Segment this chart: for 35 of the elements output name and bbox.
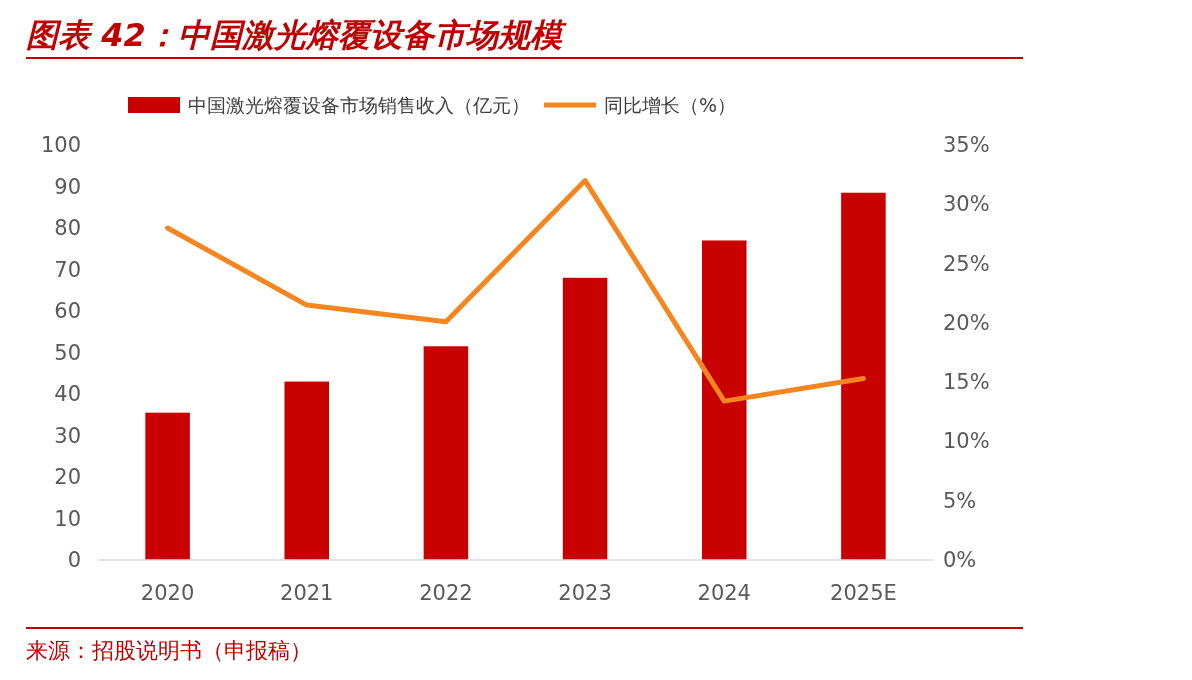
bar xyxy=(284,381,330,560)
y-tick-label: 10 xyxy=(54,506,81,531)
y2-tick-label: 0% xyxy=(943,548,977,572)
y-tick-label: 80 xyxy=(54,216,81,240)
y2-tick-label: 15% xyxy=(943,370,990,395)
y2-tick-label: 20% xyxy=(943,310,990,335)
bar xyxy=(701,240,747,560)
bar xyxy=(145,412,190,560)
legend-label: 同比增长（%） xyxy=(604,94,737,116)
legend-label: 中国激光熔覆设备市场销售收入（亿元） xyxy=(188,94,530,116)
bar xyxy=(841,192,886,560)
x-tick-label: 2022 xyxy=(419,581,473,605)
y-tick-label: 0 xyxy=(67,548,81,572)
bar xyxy=(562,277,608,560)
y2-tick-label: 30% xyxy=(943,192,990,217)
y-tick-label: 30 xyxy=(54,423,81,448)
y-tick-label: 40 xyxy=(54,382,81,406)
x-tick-label: 2024 xyxy=(697,581,751,605)
chart-title: 图表 42：中国激光熔覆设备市场规模 xyxy=(26,16,567,54)
x-tick-label: 2021 xyxy=(280,581,334,605)
bar xyxy=(423,346,469,560)
x-tick-label: 2023 xyxy=(558,581,612,605)
y2-tick-label: 35% xyxy=(943,133,990,157)
y-tick-label: 50 xyxy=(54,340,81,365)
y2-tick-label: 5% xyxy=(943,488,977,513)
source-note: 来源：招股说明书（申报稿） xyxy=(26,638,312,663)
y2-tick-label: 25% xyxy=(943,251,990,276)
y-tick-label: 60 xyxy=(54,299,81,323)
y2-tick-label: 10% xyxy=(943,429,990,454)
x-tick-label: 2020 xyxy=(140,581,195,605)
y-tick-label: 20 xyxy=(54,465,81,489)
x-tick-label: 2025E xyxy=(830,581,897,605)
y-tick-label: 100 xyxy=(40,133,81,157)
y-tick-label: 90 xyxy=(54,174,81,199)
y-tick-label: 70 xyxy=(54,257,81,282)
